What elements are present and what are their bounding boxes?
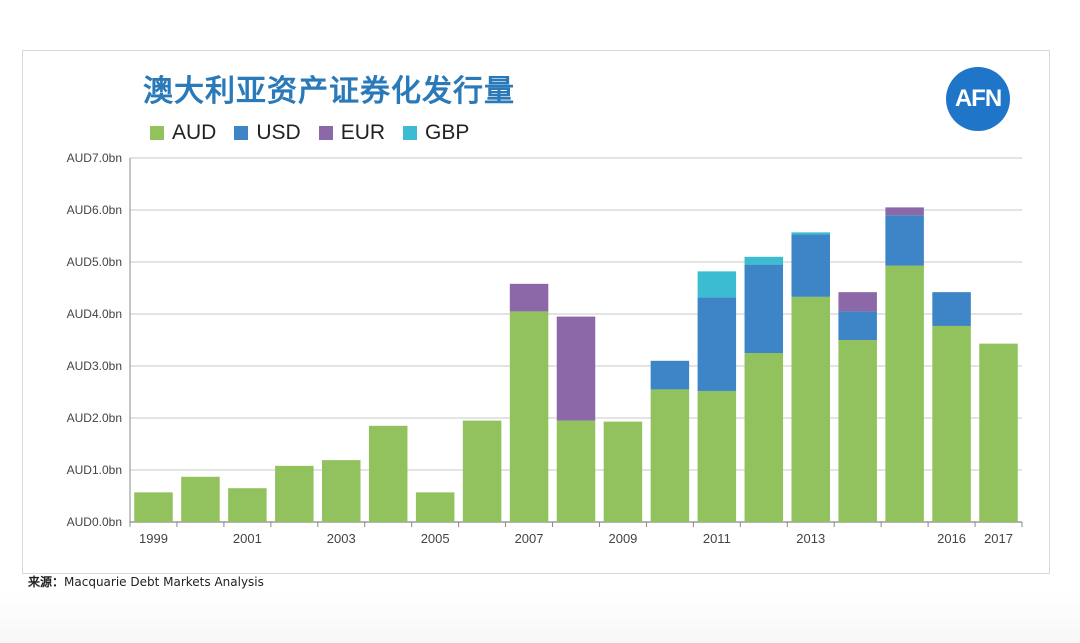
x-tick-label: 2017: [984, 531, 1013, 546]
legend-item-eur: EUR: [318, 121, 386, 145]
chart-title: 澳大利亚资产证券化发行量: [143, 74, 515, 109]
legend-swatch: [234, 126, 249, 140]
y-tick-label: AUD2.0bn: [67, 411, 122, 425]
bar-usd-2015: [885, 215, 924, 266]
bar-usd-2011: [697, 297, 737, 391]
legend-label: GBP: [425, 121, 470, 144]
x-tick-label: 2005: [421, 531, 450, 546]
x-tick-label: 1999: [139, 531, 168, 546]
bar-usd-2016: [932, 292, 971, 326]
x-tick-label: 2003: [327, 531, 356, 546]
bar-eur-2008: [556, 316, 596, 421]
bar-aud-2015: [885, 265, 924, 522]
bar-eur-2014: [838, 292, 877, 312]
y-tick-label: AUD6.0bn: [67, 203, 122, 217]
bar-aud-2011: [697, 390, 737, 522]
x-tick-label: 2011: [703, 531, 731, 546]
legend-item-usd: USD: [234, 121, 301, 145]
legend-swatch: [318, 126, 333, 140]
y-tick-label: AUD3.0bn: [67, 359, 122, 373]
bar-aud-2006: [462, 420, 502, 522]
bar-aud-2012: [744, 353, 784, 522]
bar-aud-2009: [603, 421, 643, 522]
bar-aud-2001: [228, 488, 267, 522]
legend-item-aud: AUD: [150, 121, 216, 145]
y-tick-label: AUD5.0bn: [67, 255, 122, 269]
bar-aud-2016: [932, 325, 971, 522]
bar-usd-2010: [650, 360, 690, 390]
bar-aud-2000: [181, 476, 220, 522]
bar-aud-2008: [556, 420, 596, 522]
legend-label: EUR: [340, 121, 386, 144]
bar-usd-2014: [838, 311, 877, 340]
y-tick-label: AUD0.0bn: [67, 515, 122, 529]
bar-gbp-2011: [697, 271, 737, 298]
x-tick-label: 2016: [937, 531, 966, 546]
bar-aud-2013: [791, 296, 830, 522]
legend-label: AUD: [172, 121, 217, 144]
bar-eur-2007: [509, 283, 549, 312]
page-bottom: [0, 592, 1080, 643]
x-tick-label: 2009: [608, 531, 637, 546]
bar-gbp-2012: [744, 256, 784, 265]
y-tick-label: AUD4.0bn: [67, 307, 122, 321]
chart-legend: AUD USD EUR GBP: [150, 121, 469, 145]
legend-swatch: [150, 126, 164, 140]
bar-usd-2012: [744, 264, 784, 353]
legend-label: USD: [256, 121, 301, 144]
bar-aud-1999: [134, 492, 173, 522]
bar-eur-2015: [885, 207, 924, 216]
y-tick-label: AUD1.0bn: [67, 463, 122, 477]
x-tick-label: 2007: [515, 531, 544, 546]
bar-aud-2014: [838, 340, 877, 522]
source-text: Macquarie Debt Markets Analysis: [64, 575, 264, 589]
legend-swatch: [403, 126, 418, 140]
afn-logo: AFN: [946, 67, 1010, 131]
bar-aud-2002: [275, 465, 314, 522]
bar-gbp-2013: [791, 232, 830, 235]
bar-aud-2004: [368, 425, 408, 522]
x-tick-label: 2013: [796, 531, 825, 546]
source-note: 来源：Macquarie Debt Markets Analysis: [28, 573, 264, 590]
y-tick-label: AUD7.0bn: [67, 151, 122, 165]
bar-aud-2010: [650, 389, 690, 522]
bar-aud-2003: [322, 460, 361, 522]
legend-item-gbp: GBP: [403, 121, 469, 145]
bar-usd-2013: [791, 234, 830, 297]
bar-aud-2017: [979, 343, 1018, 522]
bar-aud-2007: [509, 311, 549, 522]
x-tick-label: 2001: [233, 531, 262, 546]
source-label: 来源：: [28, 575, 65, 589]
bar-aud-2005: [415, 492, 455, 522]
